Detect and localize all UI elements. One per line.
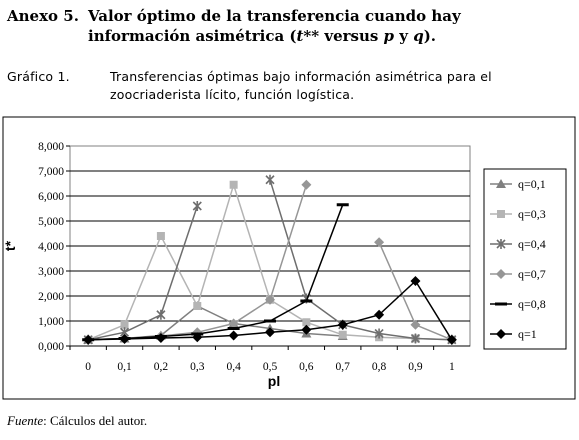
x-tick-label: 0,2 [154,361,169,373]
data-point [229,180,238,189]
y-axis-label: t* [2,240,18,251]
x-tick-label: 0,9 [408,361,423,373]
figure-label: Gráfico 1. [7,69,70,84]
y-tick-label: 6,000 [38,191,64,203]
x-tick-label: 0,5 [263,361,278,373]
legend-label: q=0,8 [518,297,546,311]
data-point [302,318,311,327]
data-point [446,334,457,345]
y-tick-label: 4,000 [38,241,64,253]
data-point [410,276,421,286]
legend-label: q=0,7 [518,267,546,281]
data-point [410,319,421,330]
annex-title-line2a: información asimétrica ( [88,27,297,45]
x-tick-label: 0,6 [299,361,314,373]
legend-entry: q=0,3 [490,207,546,221]
data-point [155,333,166,343]
data-point [265,174,275,185]
data-point [374,309,385,320]
figure-caption: Transferencias óptimas bajo información … [110,69,492,102]
legend-marker [496,239,506,249]
legend-marker [497,210,505,218]
legend-marker [496,179,506,188]
data-point [193,302,202,310]
source-note: Fuente: Cálculos del autor. [7,413,147,429]
legend-label: q=1 [518,327,537,341]
annex-title-line2b: versus [319,27,384,45]
legend-entry: q=0,4 [490,237,546,251]
x-tick-label: 0 [85,361,91,373]
data-point [228,330,239,341]
data-point [227,327,240,330]
x-tick-label: 0,1 [117,361,132,373]
data-point [336,203,349,207]
y-tick-label: 7,000 [38,166,64,178]
annex-title-t: t** [296,27,320,45]
data-point [374,328,384,339]
data-point [338,330,347,339]
data-point [265,294,275,305]
series-line [88,179,452,341]
legend-label: q=0,4 [518,237,546,251]
annex-title: Valor óptimo de la transferencia cuando … [88,6,568,46]
y-tick-label: 8,000 [38,141,64,153]
y-tick-label: 5,000 [38,216,64,228]
y-tick-label: 1,000 [38,316,64,328]
source-text: : Cálculos del autor. [43,413,148,428]
annex-title-line2c: y [394,27,414,45]
legend-label: q=0,1 [518,177,546,191]
y-tick-label: 2,000 [38,291,64,303]
legend-entry: q=0,7 [490,267,546,281]
annex-title-line1: Valor óptimo de la transferencia cuando … [88,7,461,25]
data-point [301,179,312,190]
x-tick-label: 0,8 [372,361,387,373]
data-point [192,201,202,211]
data-point [120,320,129,329]
data-point [374,237,385,248]
data-point [192,332,203,343]
annex-title-q: q [413,27,424,45]
data-point [265,327,275,338]
x-tick-label: 0,3 [190,361,205,373]
data-point [300,299,313,303]
legend-entry: q=1 [490,327,537,341]
annex-title-line2d: ). [423,27,437,45]
annex-title-p: p [383,27,395,45]
legend-marker [495,302,507,306]
data-point [228,318,239,329]
source-label: Fuente [7,413,44,428]
legend-marker [496,269,506,279]
legend-entry: q=0,8 [490,297,546,311]
legend-marker [496,329,506,339]
data-point [301,324,312,335]
x-tick-label: 0,7 [336,361,351,373]
data-point [337,319,348,330]
data-point [156,309,166,320]
y-tick-label: 0,000 [38,341,64,353]
x-axis-label: pl [268,373,280,389]
data-point [83,334,94,345]
series-5 [83,276,457,345]
data-point [410,333,421,344]
annex-number: Anexo 5. [7,7,79,25]
data-point [119,334,130,344]
legend-box [483,168,567,350]
data-point [156,232,165,240]
x-tick-label: 1 [449,361,455,373]
x-tick-label: 0,4 [226,361,241,373]
y-tick-label: 3,000 [38,266,64,278]
data-point [264,319,276,323]
legend-label: q=0,3 [518,207,546,221]
legend-entry: q=0,1 [490,177,546,191]
